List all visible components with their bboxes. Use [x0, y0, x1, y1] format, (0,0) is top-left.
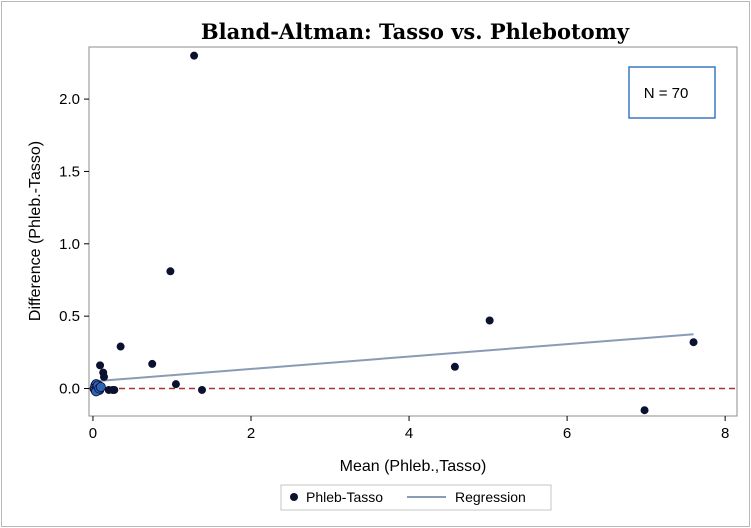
data-point — [190, 51, 199, 60]
data-point — [100, 372, 109, 381]
legend: Phleb-Tasso Regression — [280, 484, 552, 511]
data-point — [485, 316, 494, 325]
data-point — [96, 361, 105, 370]
data-point — [148, 359, 157, 368]
data-point — [198, 385, 207, 394]
regression-line — [94, 333, 694, 383]
x-tick-label: 8 — [721, 425, 729, 442]
ticks-layer: 0 2 4 6 8 0.0 0.5 1.0 1.5 2.0 — [59, 91, 729, 442]
data-point — [116, 342, 125, 351]
x-tick-label: 0 — [89, 425, 97, 442]
data-point — [171, 380, 180, 389]
legend-marker-points — [290, 493, 298, 501]
annotation-box: N = 70 — [628, 66, 716, 119]
y-tick-label: 0.0 — [59, 381, 80, 398]
annotation-text: N = 70 — [644, 85, 689, 102]
x-tick-label: 4 — [405, 425, 413, 442]
legend-label-regression: Regression — [455, 489, 526, 505]
data-point — [640, 406, 649, 415]
y-tick-label: 1.0 — [59, 236, 80, 253]
y-axis-label: Difference (Phleb.-Tasso) — [27, 141, 44, 321]
data-point — [166, 267, 175, 276]
data-point — [110, 385, 119, 394]
y-tick-label: 2.0 — [59, 91, 80, 108]
y-tick-label: 1.5 — [59, 163, 80, 180]
data-point — [95, 382, 106, 393]
x-tick-label: 6 — [563, 425, 571, 442]
points-layer — [89, 51, 698, 415]
y-tick-label: 0.5 — [59, 308, 80, 325]
legend-label-points: Phleb-Tasso — [306, 489, 383, 505]
data-point — [689, 338, 698, 347]
x-axis-label: Mean (Phleb.,Tasso) — [340, 458, 487, 475]
data-point — [450, 362, 459, 371]
x-tick-label: 2 — [247, 425, 255, 442]
annotation-border — [628, 66, 716, 119]
lines-layer — [89, 333, 737, 390]
chart-title: Bland-Altman: Tasso vs. Phlebotomy — [201, 19, 630, 44]
